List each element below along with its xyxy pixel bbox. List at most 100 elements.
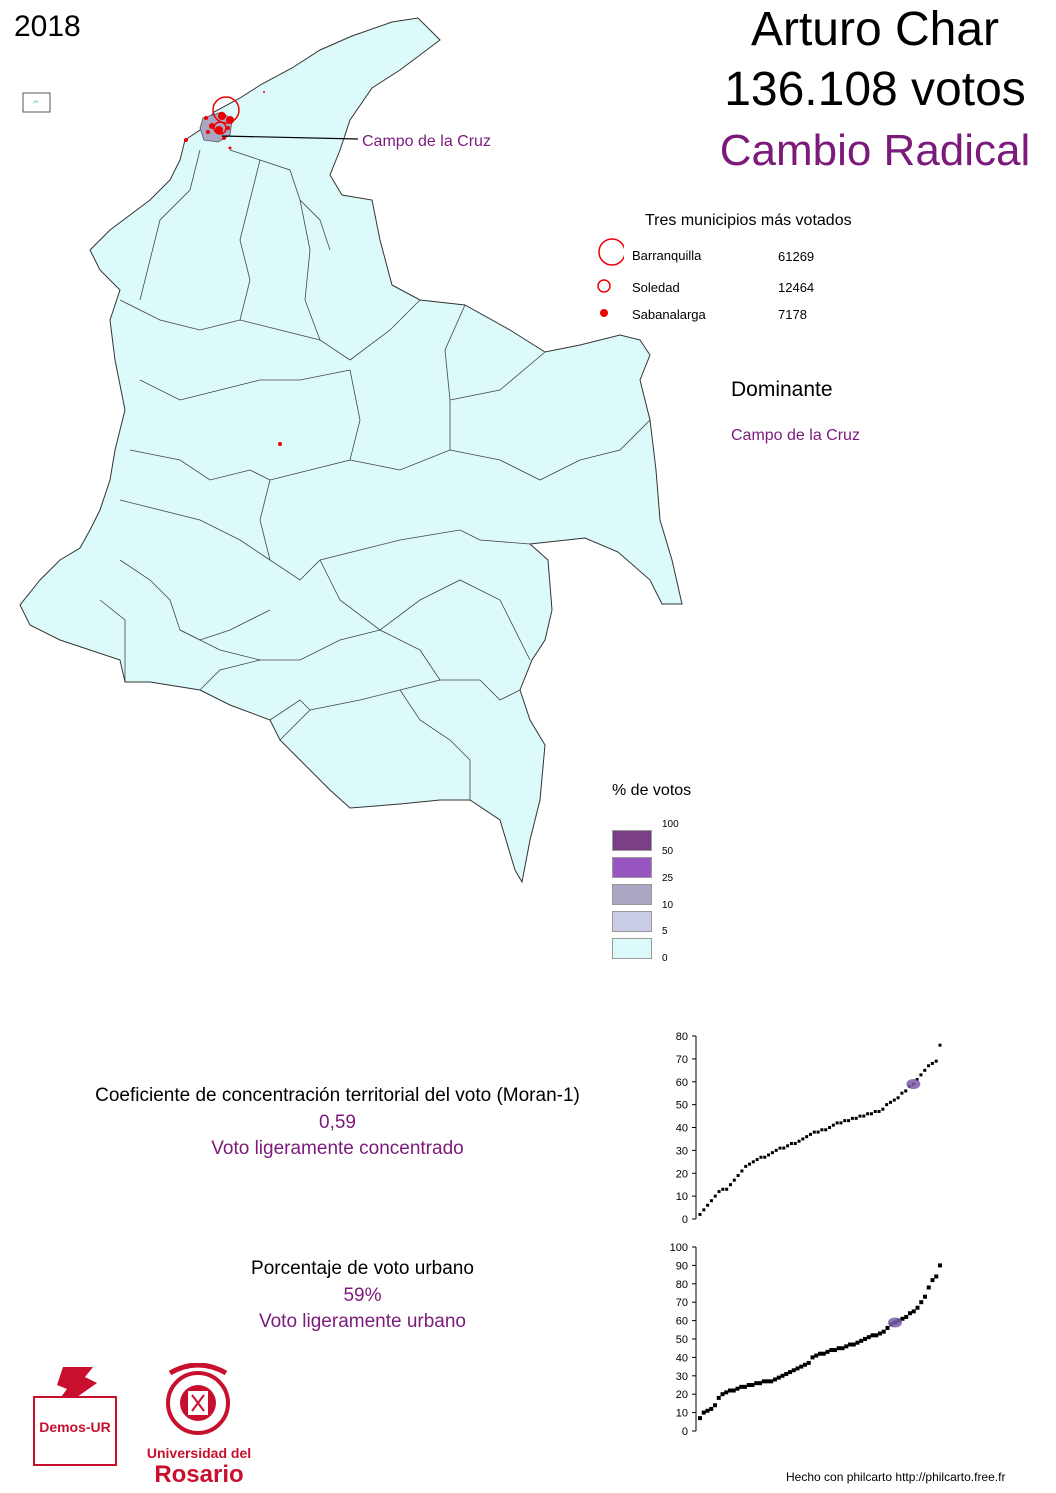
data-point	[843, 1119, 847, 1123]
data-point	[758, 1381, 762, 1386]
moran-label: Coeficiente de concentración territorial…	[95, 1085, 580, 1106]
data-point	[797, 1139, 801, 1143]
data-point	[808, 1132, 812, 1136]
data-point	[744, 1164, 748, 1168]
data-point	[934, 1274, 939, 1279]
data-point	[751, 1160, 755, 1164]
legend-tick: 25	[662, 873, 674, 884]
top3-votes-3: 7178	[778, 307, 807, 322]
data-point	[859, 1338, 864, 1343]
dominante-title: Dominante	[731, 378, 833, 401]
data-point	[847, 1119, 851, 1123]
data-point	[844, 1344, 849, 1349]
data-point	[874, 1333, 879, 1338]
san-andres-inset	[22, 92, 51, 113]
data-point	[930, 1278, 935, 1283]
candidate-name: Arturo Char	[750, 3, 1000, 56]
data-point	[858, 1114, 862, 1118]
y-tick-label: 40	[676, 1352, 688, 1364]
data-point	[877, 1109, 881, 1113]
data-point	[705, 1408, 710, 1413]
y-tick-label: 20	[676, 1389, 688, 1401]
dominante-value: Campo de la Cruz	[731, 427, 860, 444]
rosario-line1: Universidad del	[146, 1445, 252, 1461]
urban-scatter-chart: 0 10 20 30 40 50 60 70 80 90 100	[670, 1242, 942, 1438]
data-point	[774, 1148, 778, 1152]
data-point	[938, 1263, 942, 1268]
demos-ur-text: Demos-UR	[39, 1419, 111, 1435]
y-tick-label: 20	[676, 1168, 688, 1180]
urban-label: Porcentaje de voto urbano	[251, 1258, 474, 1279]
top3-symbols	[597, 238, 624, 317]
municipality-dot	[204, 116, 208, 120]
data-point	[716, 1395, 721, 1400]
data-point	[855, 1340, 860, 1345]
data-point	[919, 1073, 923, 1077]
data-point	[755, 1158, 759, 1162]
data-point	[835, 1121, 839, 1125]
y-tick-label: 50	[676, 1334, 688, 1346]
data-point	[814, 1353, 819, 1358]
legend-tick: 100	[662, 819, 679, 830]
data-point	[863, 1337, 867, 1341]
municipality-dot	[209, 123, 215, 129]
data-point	[709, 1199, 713, 1203]
data-point	[793, 1142, 797, 1146]
data-point	[927, 1064, 931, 1068]
sabanalarga-dot	[215, 126, 223, 134]
data-point	[873, 1109, 877, 1113]
data-point	[754, 1381, 759, 1386]
colombia-map: Campo de la Cruz	[19, 17, 683, 884]
data-point	[888, 1100, 892, 1104]
data-point	[759, 1155, 763, 1159]
top3-name-2: Soledad	[632, 280, 680, 295]
data-point	[784, 1371, 789, 1376]
data-point	[915, 1305, 920, 1310]
urban-value: 59%	[343, 1285, 382, 1306]
y-tick-label: 50	[676, 1100, 688, 1112]
rosario-line2: Rosario	[154, 1461, 244, 1488]
data-point	[816, 1130, 820, 1134]
data-point	[885, 1103, 889, 1107]
y-tick-label: 70	[676, 1297, 688, 1309]
data-point	[736, 1174, 740, 1178]
candidate-highlight	[906, 1079, 921, 1090]
data-point	[698, 1212, 702, 1216]
data-point	[900, 1091, 904, 1095]
data-point	[812, 1130, 816, 1134]
data-point	[878, 1331, 882, 1336]
data-point	[763, 1155, 767, 1159]
data-point	[840, 1346, 845, 1351]
data-point	[870, 1333, 875, 1338]
data-point	[791, 1368, 796, 1373]
data-point	[748, 1162, 752, 1166]
data-point	[765, 1379, 770, 1384]
data-point	[750, 1383, 755, 1387]
data-point	[919, 1300, 924, 1305]
data-point	[829, 1348, 834, 1353]
y-tick-label: 80	[676, 1279, 688, 1291]
municipality-dot	[226, 116, 234, 124]
data-point	[938, 1043, 942, 1047]
data-point	[900, 1316, 905, 1321]
municipality-dot	[228, 146, 232, 150]
data-point	[789, 1142, 793, 1146]
data-point	[724, 1390, 729, 1395]
y-tick-label: 0	[682, 1426, 688, 1438]
data-point	[833, 1348, 837, 1353]
data-point	[761, 1379, 766, 1384]
data-point	[866, 1335, 871, 1340]
data-point	[746, 1383, 751, 1387]
data-point	[881, 1107, 885, 1111]
data-point	[773, 1377, 777, 1382]
data-point	[739, 1384, 744, 1389]
rosario-crest-icon	[166, 1362, 230, 1435]
data-point	[801, 1137, 805, 1141]
data-point	[780, 1373, 785, 1378]
barranquilla-circle	[212, 96, 240, 124]
circle-large-icon	[598, 238, 624, 266]
data-point	[740, 1169, 744, 1173]
top3-name-1: Barranquilla	[632, 248, 702, 263]
legend-title: % de votos	[612, 782, 692, 799]
data-point	[701, 1410, 706, 1415]
